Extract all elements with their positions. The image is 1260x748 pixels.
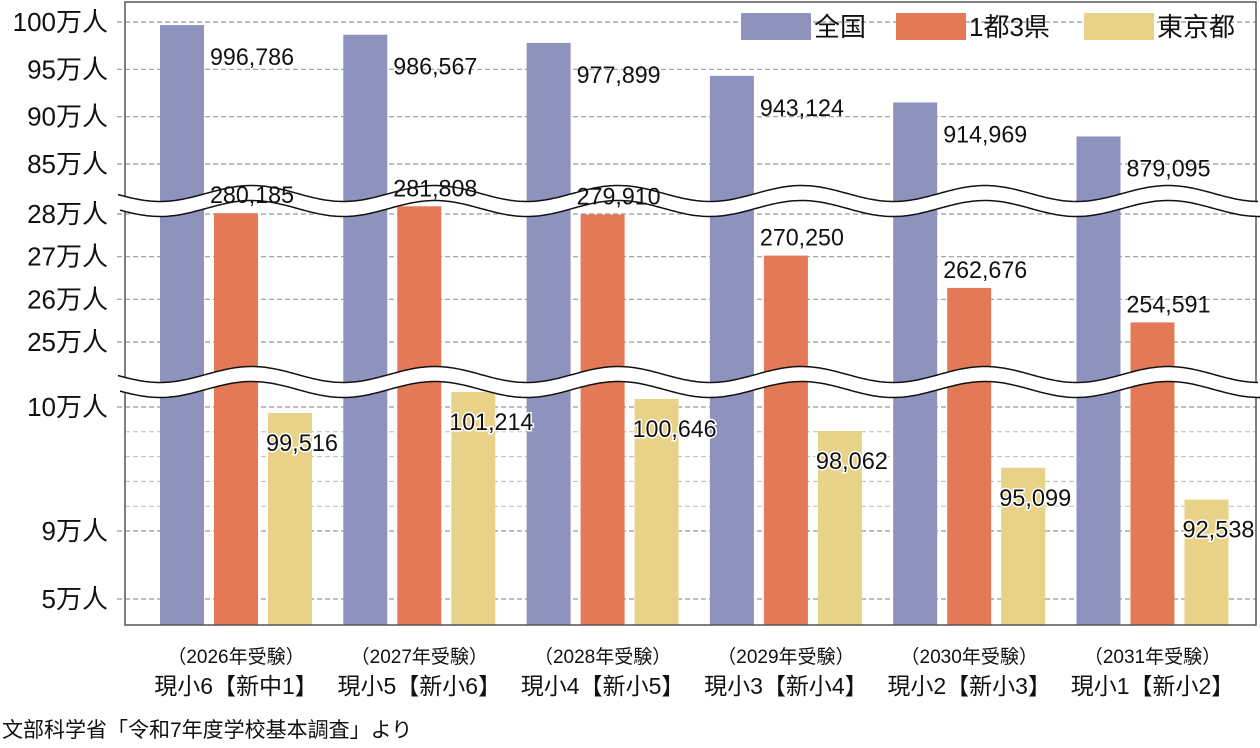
bar-tokyo-area <box>397 206 442 625</box>
y-tick-label: 25万人 <box>27 327 108 357</box>
bar-tokyo <box>634 398 679 625</box>
data-label: 99,516 <box>266 430 338 457</box>
y-tick-label: 28万人 <box>27 199 108 229</box>
bar-tokyo <box>451 391 496 625</box>
bar-tokyo-area <box>214 213 258 625</box>
x-tick-label-year: （2029年受験） <box>717 646 854 668</box>
x-tick-label-year: （2027年受験） <box>351 646 488 668</box>
x-tick-label-year: （2028年受験） <box>534 646 671 668</box>
bar-national <box>343 34 388 626</box>
legend-swatch <box>896 13 966 40</box>
y-tick-label: 26万人 <box>27 284 108 314</box>
legend-label: 東京都 <box>1157 12 1235 42</box>
data-label: 996,786 <box>210 44 294 71</box>
x-tick-label-year: （2026年受験） <box>167 646 304 668</box>
x-tick-label-grade: 現小4【新小5】 <box>521 673 685 699</box>
bar-tokyo <box>817 431 862 625</box>
y-tick-label: 95万人 <box>27 54 108 84</box>
axis-break-line <box>119 380 1260 399</box>
legend-label: 1都3県 <box>969 12 1050 42</box>
y-tick-label: 5万人 <box>42 584 108 614</box>
y-tick-label: 10万人 <box>27 392 108 422</box>
x-tick-label-year: （2031年受験） <box>1084 646 1221 668</box>
y-tick-label: 100万人 <box>13 7 108 37</box>
bar-national <box>893 102 938 625</box>
y-tick-label: 90万人 <box>27 102 108 132</box>
bar-national <box>526 42 571 625</box>
data-label: 986,567 <box>393 54 477 81</box>
x-tick-label-grade: 現小1【新小2】 <box>1071 673 1235 699</box>
x-tick-label-grade: 現小2【新小3】 <box>887 673 1051 699</box>
legend-swatch <box>741 13 811 40</box>
axis-break-line <box>117 184 1259 203</box>
y-tick-label: 27万人 <box>27 242 108 272</box>
data-label: 101,214 <box>449 409 533 436</box>
x-tick-label-grade: 現小3【新小4】 <box>704 673 868 699</box>
data-label: 262,676 <box>943 257 1027 284</box>
bar-tokyo-area <box>580 214 625 625</box>
axis-break-fill <box>118 366 1260 398</box>
data-label: 270,250 <box>760 225 844 252</box>
data-label: 95,099 <box>999 485 1071 512</box>
data-label: 280,185 <box>210 182 294 209</box>
axis-break-fill <box>118 185 1260 217</box>
data-label: 943,124 <box>760 95 844 122</box>
bar-tokyo <box>1001 467 1046 625</box>
data-label: 92,538 <box>1183 517 1255 544</box>
source-note: 文部科学省「令和7年度学校基本調査」より <box>2 719 413 742</box>
bar-tokyo <box>268 413 312 625</box>
legend-swatch <box>1084 13 1154 40</box>
y-tick-label: 9万人 <box>42 516 108 546</box>
x-tick-label-year: （2030年受験） <box>901 646 1038 668</box>
data-label: 254,591 <box>1127 291 1211 318</box>
y-tick-label: 85万人 <box>27 149 108 179</box>
x-tick-label-grade: 現小6【新中1】 <box>154 673 318 699</box>
plot-frame <box>124 1 1257 626</box>
data-label: 977,899 <box>577 62 661 89</box>
data-label: 879,095 <box>1127 155 1211 182</box>
bar-national <box>709 75 754 626</box>
data-label: 279,910 <box>577 183 661 210</box>
x-tick-label-grade: 現小5【新小6】 <box>338 673 502 699</box>
data-label: 914,969 <box>943 121 1027 148</box>
bar-national <box>160 25 204 625</box>
bar-tokyo-area <box>947 287 992 625</box>
data-label: 281,808 <box>393 175 477 202</box>
axis-break-line <box>117 365 1259 384</box>
data-label: 100,646 <box>633 416 717 443</box>
bar-tokyo <box>1184 499 1229 625</box>
axis-break-line <box>119 199 1260 218</box>
data-label: 98,062 <box>816 448 888 475</box>
bar-tokyo-area <box>763 255 808 625</box>
legend-label: 全国 <box>814 12 866 42</box>
